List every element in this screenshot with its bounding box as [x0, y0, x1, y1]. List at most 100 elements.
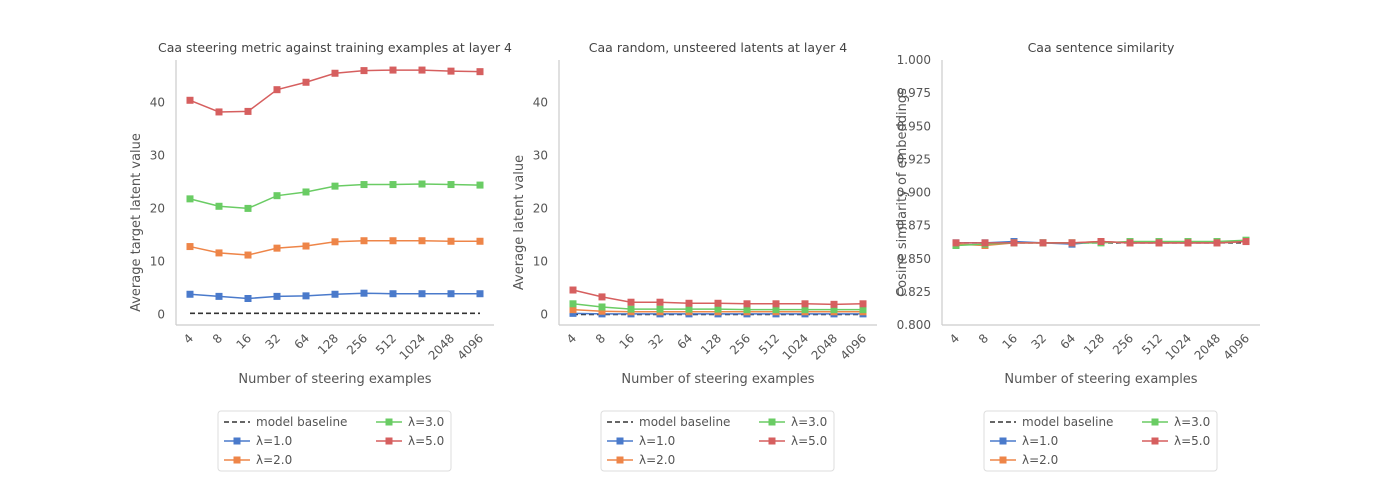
data-point — [244, 204, 252, 212]
data-point — [714, 305, 722, 313]
legend-item: model baseline — [224, 415, 347, 429]
legend-item: λ=3.0 — [759, 415, 827, 429]
data-point — [447, 181, 455, 189]
y-tick-label: 0.800 — [897, 318, 931, 332]
x-tick-label: 4096 — [838, 331, 869, 362]
series-3 — [569, 300, 867, 314]
data-point — [830, 306, 838, 314]
data-point — [743, 306, 751, 314]
y-tick-label: 40 — [150, 95, 165, 109]
data-point — [302, 188, 310, 196]
data-point — [801, 306, 809, 314]
data-point — [273, 292, 281, 300]
data-point — [244, 295, 252, 302]
x-tick-label: 8 — [976, 331, 991, 346]
data-point — [447, 290, 455, 298]
y-tick-label: 0.850 — [897, 252, 931, 266]
legend-label: λ=5.0 — [791, 434, 827, 448]
series-1 — [186, 289, 484, 302]
data-point — [331, 69, 339, 77]
legend-item: λ=5.0 — [1142, 434, 1210, 448]
x-tick-label: 8 — [210, 331, 225, 346]
x-axis-label: Number of steering examples — [1004, 372, 1197, 387]
x-tick-label: 64 — [674, 331, 695, 352]
data-point — [360, 289, 368, 297]
legend-box — [983, 410, 1218, 472]
x-tick-label: 4 — [181, 331, 196, 346]
data-point — [569, 300, 577, 308]
data-point — [598, 307, 606, 315]
legend-label: λ=5.0 — [408, 434, 444, 448]
data-point — [215, 249, 223, 257]
data-point — [569, 309, 577, 317]
legend-swatch-marker — [385, 437, 393, 445]
legend-item: model baseline — [607, 415, 730, 429]
x-tick-label: 4096 — [1221, 331, 1252, 362]
legend-item: λ=2.0 — [224, 453, 292, 467]
x-tick-label: 16 — [616, 331, 637, 352]
series-3 — [186, 180, 484, 212]
series-2 — [186, 237, 484, 259]
data-point — [1068, 239, 1076, 247]
legend-item: model baseline — [990, 415, 1113, 429]
x-tick-label: 256 — [727, 331, 753, 357]
data-point — [476, 237, 484, 245]
legend: model baseline λ=1.0 λ=2.0 λ=3.0 λ=5.0 — [983, 410, 1218, 472]
x-tick-label: 16 — [999, 331, 1020, 352]
data-point — [389, 237, 397, 245]
legend-label: model baseline — [1022, 415, 1113, 429]
chart-panel-3: Caa sentence similarity 0.800 0.825 0.850 0.… — [895, 40, 1260, 472]
x-tick-label: 2048 — [809, 331, 840, 362]
data-point — [389, 66, 397, 74]
y-tick-label: 20 — [533, 201, 548, 215]
legend-label: λ=1.0 — [1022, 434, 1058, 448]
data-point — [360, 181, 368, 189]
x-axis-label: Number of steering examples — [621, 372, 814, 387]
x-tick-label: 32 — [1028, 331, 1049, 352]
data-point — [389, 290, 397, 298]
data-point — [418, 237, 426, 245]
legend-item: λ=3.0 — [376, 415, 444, 429]
y-tick-label: 1.000 — [897, 53, 931, 67]
x-tick-label: 256 — [344, 331, 370, 357]
x-tick-label: 256 — [1110, 331, 1136, 357]
y-tick-label: 10 — [533, 254, 548, 268]
data-point — [772, 300, 780, 308]
legend-item: λ=5.0 — [759, 434, 827, 448]
data-point — [830, 300, 838, 308]
legend-swatch-marker — [999, 437, 1007, 445]
data-point — [476, 181, 484, 189]
legend-label: λ=1.0 — [256, 434, 292, 448]
legend-swatch-marker — [999, 456, 1007, 464]
data-point — [981, 239, 989, 247]
data-point — [186, 96, 194, 104]
legend-label: λ=2.0 — [256, 453, 292, 467]
data-point — [598, 293, 606, 301]
data-point — [476, 68, 484, 76]
data-point — [1039, 239, 1047, 247]
legend-label: λ=1.0 — [639, 434, 675, 448]
legend-swatch-marker — [1151, 437, 1159, 445]
x-tick-label: 2048 — [426, 331, 457, 362]
data-point — [952, 239, 960, 247]
data-point — [656, 298, 664, 306]
data-point — [331, 182, 339, 190]
x-tick-label: 128 — [1081, 331, 1107, 357]
data-point — [447, 237, 455, 245]
series-4 — [569, 286, 867, 308]
data-point — [186, 243, 194, 251]
x-tick-label: 128 — [315, 331, 341, 357]
legend-swatch-marker — [385, 418, 393, 426]
data-point — [302, 292, 310, 300]
legend-label: λ=3.0 — [791, 415, 827, 429]
data-point — [801, 300, 809, 308]
data-point — [331, 290, 339, 298]
legend-item: λ=1.0 — [607, 434, 675, 448]
data-point — [447, 67, 455, 75]
y-tick-label: 0.825 — [897, 285, 931, 299]
legend-swatch-marker — [616, 456, 624, 464]
data-point — [1126, 239, 1134, 247]
y-tick-label: 30 — [150, 148, 165, 162]
x-tick-label: 1024 — [397, 331, 428, 362]
